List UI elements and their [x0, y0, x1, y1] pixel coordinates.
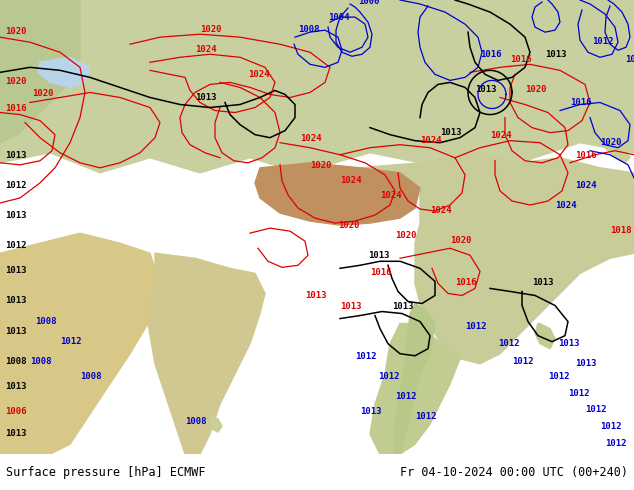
Text: 1008: 1008 — [185, 417, 207, 426]
Text: 1013: 1013 — [575, 359, 597, 368]
Text: 1016: 1016 — [570, 98, 592, 106]
Text: 1012: 1012 — [355, 352, 377, 361]
Text: 1008: 1008 — [5, 357, 27, 366]
Text: 1020: 1020 — [5, 27, 27, 36]
Text: 1024: 1024 — [340, 176, 361, 185]
Text: 1012: 1012 — [548, 372, 569, 381]
Text: 1018: 1018 — [610, 226, 631, 235]
Text: 1004: 1004 — [328, 13, 349, 22]
Text: 1016: 1016 — [510, 55, 531, 64]
Polygon shape — [255, 163, 420, 225]
Text: 1012: 1012 — [465, 321, 486, 331]
Text: 1024: 1024 — [555, 201, 576, 210]
Text: 1013: 1013 — [440, 128, 462, 137]
Text: 1008: 1008 — [80, 372, 101, 381]
Text: 1020: 1020 — [310, 161, 332, 170]
Polygon shape — [0, 233, 155, 454]
Text: 1012: 1012 — [592, 37, 614, 46]
Text: 1012: 1012 — [585, 405, 607, 414]
Text: 1012: 1012 — [568, 389, 590, 398]
Text: 1020: 1020 — [5, 77, 27, 86]
Polygon shape — [38, 57, 90, 87]
Text: 1016: 1016 — [370, 269, 392, 277]
Text: 1020: 1020 — [395, 231, 417, 240]
Text: 1024: 1024 — [575, 181, 597, 190]
Text: 1008: 1008 — [298, 25, 320, 34]
Text: Fr 04-10-2024 00:00 UTC (00+240): Fr 04-10-2024 00:00 UTC (00+240) — [399, 466, 628, 479]
Text: 1012: 1012 — [498, 339, 519, 348]
Text: 1020: 1020 — [525, 85, 547, 95]
Text: 1013: 1013 — [5, 382, 27, 391]
Text: 1024: 1024 — [300, 134, 321, 143]
Text: 1016: 1016 — [455, 278, 477, 288]
Text: 1013: 1013 — [392, 301, 413, 311]
Text: 1008: 1008 — [612, 0, 633, 2]
Polygon shape — [0, 0, 634, 173]
Text: 1012: 1012 — [378, 372, 399, 381]
Text: 1024: 1024 — [490, 131, 512, 140]
Text: 1000: 1000 — [358, 0, 380, 6]
Text: 1013: 1013 — [545, 50, 567, 59]
Text: 1012: 1012 — [512, 357, 533, 366]
Polygon shape — [395, 303, 435, 454]
Text: 1020: 1020 — [200, 25, 221, 34]
Text: 1008: 1008 — [552, 0, 574, 2]
Text: 1012: 1012 — [395, 392, 417, 401]
Text: 1012: 1012 — [5, 181, 27, 190]
Text: 1020: 1020 — [338, 221, 359, 230]
Text: 1020: 1020 — [450, 236, 472, 245]
Text: 1024: 1024 — [420, 136, 441, 145]
Text: 1013: 1013 — [5, 429, 27, 438]
Text: 1012: 1012 — [415, 412, 436, 421]
Text: 1012: 1012 — [60, 337, 82, 345]
Text: 1013: 1013 — [5, 296, 27, 305]
Text: 1013: 1013 — [360, 407, 382, 416]
Text: 1008: 1008 — [35, 317, 56, 325]
Text: 1024: 1024 — [195, 45, 216, 54]
Text: 1012: 1012 — [600, 422, 621, 431]
Text: 1013: 1013 — [5, 211, 27, 220]
Text: 1016: 1016 — [575, 151, 597, 160]
Text: 1016: 1016 — [480, 50, 501, 59]
Text: 1013: 1013 — [5, 151, 27, 160]
Text: 1013: 1013 — [305, 292, 327, 300]
Text: 1013: 1013 — [5, 327, 27, 336]
Text: 1013: 1013 — [340, 301, 361, 311]
Text: 1012: 1012 — [5, 241, 27, 250]
Polygon shape — [360, 153, 634, 364]
Text: 1008: 1008 — [30, 357, 51, 366]
Text: 1013: 1013 — [368, 251, 389, 260]
Text: 1013: 1013 — [195, 94, 216, 102]
Polygon shape — [370, 323, 460, 454]
Text: 1013: 1013 — [5, 267, 27, 275]
Text: 1020: 1020 — [32, 90, 53, 98]
Polygon shape — [535, 323, 555, 349]
Text: 1024: 1024 — [248, 71, 269, 79]
Text: 1006: 1006 — [5, 407, 27, 416]
Text: 1013: 1013 — [558, 339, 579, 348]
Text: 1020: 1020 — [600, 138, 621, 147]
Text: Surface pressure [hPa] ECMWF: Surface pressure [hPa] ECMWF — [6, 466, 206, 479]
Text: 1013: 1013 — [475, 85, 496, 95]
Text: 1016: 1016 — [5, 103, 27, 113]
Polygon shape — [148, 253, 265, 454]
Polygon shape — [588, 122, 630, 163]
Text: 1024: 1024 — [380, 191, 401, 200]
Polygon shape — [0, 0, 80, 143]
Text: 1024: 1024 — [430, 206, 451, 215]
Polygon shape — [210, 416, 222, 432]
Text: 1016: 1016 — [430, 0, 451, 2]
Text: 1008: 1008 — [625, 55, 634, 64]
Text: 1013: 1013 — [532, 278, 553, 288]
Text: 1012: 1012 — [605, 439, 626, 448]
